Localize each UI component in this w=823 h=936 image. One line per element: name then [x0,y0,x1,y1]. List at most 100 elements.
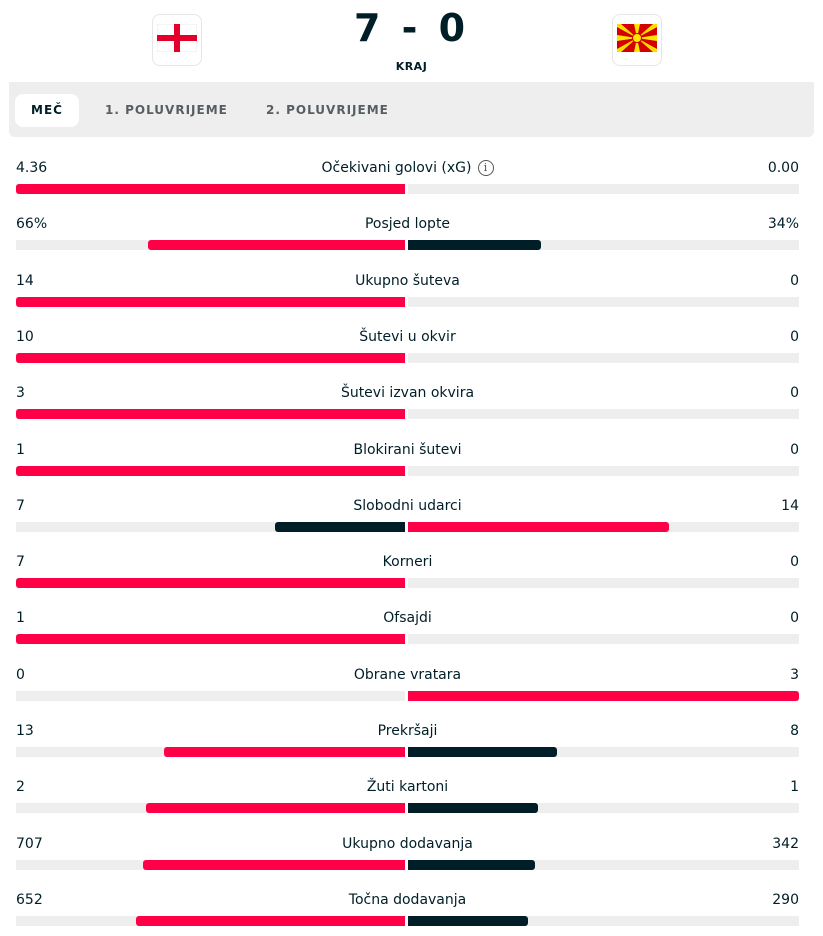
stat-name-wrap: Žuti kartoni [16,779,799,795]
home-bar-track [16,409,405,420]
away-bar-fill [408,521,669,532]
away-bar-track [408,465,799,476]
stat-name-wrap: Očekivani golovi (xG) i [16,160,799,176]
home-stat-value: 66% [16,216,48,233]
home-stat-value: 14 [16,272,34,289]
home-stat-value: 1 [16,441,25,458]
away-stat-value: 34% [767,216,799,233]
stat-row: 7 Slobodni udarci 14 [16,486,799,542]
stat-name-wrap: Ukupno šuteva [16,273,799,289]
home-bar-fill [16,634,405,645]
away-stat-value: 14 [781,497,799,514]
away-stat-value: 3 [790,666,799,683]
stat-row: 652 Točna dodavanja 290 [16,880,799,936]
stat-name: Žuti kartoni [366,779,449,796]
stat-name: Posjed lopte [364,216,451,233]
home-stat-value: 652 [16,891,43,908]
stat-name-wrap: Šutevi izvan okvira [16,385,799,401]
home-bar-fill [148,240,405,251]
stat-name-wrap: Prekršaji [16,723,799,739]
away-team-logo[interactable] [612,14,662,66]
home-bar-track [16,240,405,251]
home-bar-fill [16,296,405,307]
home-bar-fill [16,352,405,363]
stat-name: Ukupno šuteva [355,272,460,289]
away-stat-value: 0 [790,610,799,627]
stat-name-wrap: Korneri [16,554,799,570]
home-bar-fill [16,578,405,589]
home-bar-track [16,690,405,701]
away-stat-value: 0 [790,385,799,402]
home-bar-track [16,578,405,589]
away-bar-track [408,578,799,589]
stat-row: 14 Ukupno šuteva 0 [16,261,799,317]
tab-first-half[interactable]: 1. POLUVRIJEME [105,103,228,117]
away-stat-value: 0 [790,441,799,458]
away-bar-track [408,803,799,814]
away-bar-track [408,521,799,532]
away-stat-value: 0 [790,328,799,345]
home-bar-track [16,915,405,926]
stat-row: 3 Šutevi izvan okvira 0 [16,373,799,429]
home-bar-track [16,747,405,757]
away-bar-track [408,240,799,251]
stat-name: Korneri [382,554,433,571]
home-stat-value: 7 [16,554,25,571]
stat-name: Šutevi izvan okvira [340,385,475,402]
info-icon[interactable]: i [477,160,494,176]
stat-name: Blokirani šutevi [353,441,462,458]
stat-name-wrap: Točna dodavanja [16,892,799,908]
stat-name: Točna dodavanja [348,891,467,908]
away-stat-value: 290 [772,891,799,908]
home-team-logo[interactable] [152,14,202,66]
stat-name-wrap: Ukupno dodavanja [16,836,799,852]
home-stat-value: 7 [16,497,25,514]
home-stat-value: 3 [16,385,25,402]
away-bar-fill [408,915,529,926]
stat-name-wrap: Blokirani šutevi [16,442,799,458]
away-bar-fill [408,240,541,251]
away-bar-track [408,634,799,645]
home-stat-value: 4.36 [16,160,48,176]
away-stat-value: 1 [790,779,799,796]
tab-match[interactable]: MEČ [15,94,79,127]
stat-name: Obrane vratara [353,666,462,683]
england-flag-icon [156,23,198,56]
home-stat-value: 2 [16,779,25,796]
stat-row: 66% Posjed lopte 34% [16,204,799,260]
home-bar-track [16,521,405,532]
away-bar-track [408,747,799,757]
home-stat-value: 707 [16,835,43,852]
stat-row: 7 Korneri 0 [16,542,799,598]
stat-row: 707 Ukupno dodavanja 342 [16,824,799,880]
home-bar-fill [145,803,405,814]
away-bar-track [408,915,799,926]
stat-name: Ofsajdi [383,610,432,627]
home-stat-value: 10 [16,328,34,345]
home-bar-fill [16,184,405,194]
away-bar-fill [408,803,539,814]
stat-name-wrap: Šutevi u okvir [16,329,799,345]
stat-row: 4.36 Očekivani golovi (xG) i 0.00 [16,148,799,204]
tab-second-half[interactable]: 2. POLUVRIJEME [266,103,389,117]
away-bar-track [408,859,799,870]
match-status: KRAJ [395,60,428,73]
home-bar-track [16,859,405,870]
stat-name: Očekivani golovi (xG) [321,160,472,176]
home-bar-track [16,184,405,194]
home-bar-track [16,803,405,814]
home-bar-fill [135,915,405,926]
home-bar-track [16,634,405,645]
away-bar-fill [408,859,536,870]
period-tabs: MEČ 1. POLUVRIJEME 2. POLUVRIJEME [9,82,814,137]
home-bar-fill [275,521,405,532]
away-stat-value: 342 [772,835,799,852]
home-bar-track [16,296,405,307]
stat-row: 10 Šutevi u okvir 0 [16,317,799,373]
home-bar-fill [142,859,405,870]
match-header: 7 - 0 KRAJ [0,0,823,82]
away-bar-track [408,409,799,420]
away-stat-value: 0.00 [767,160,799,176]
match-score: 7 - 0 [353,6,470,50]
stat-name-wrap: Posjed lopte [16,216,799,232]
